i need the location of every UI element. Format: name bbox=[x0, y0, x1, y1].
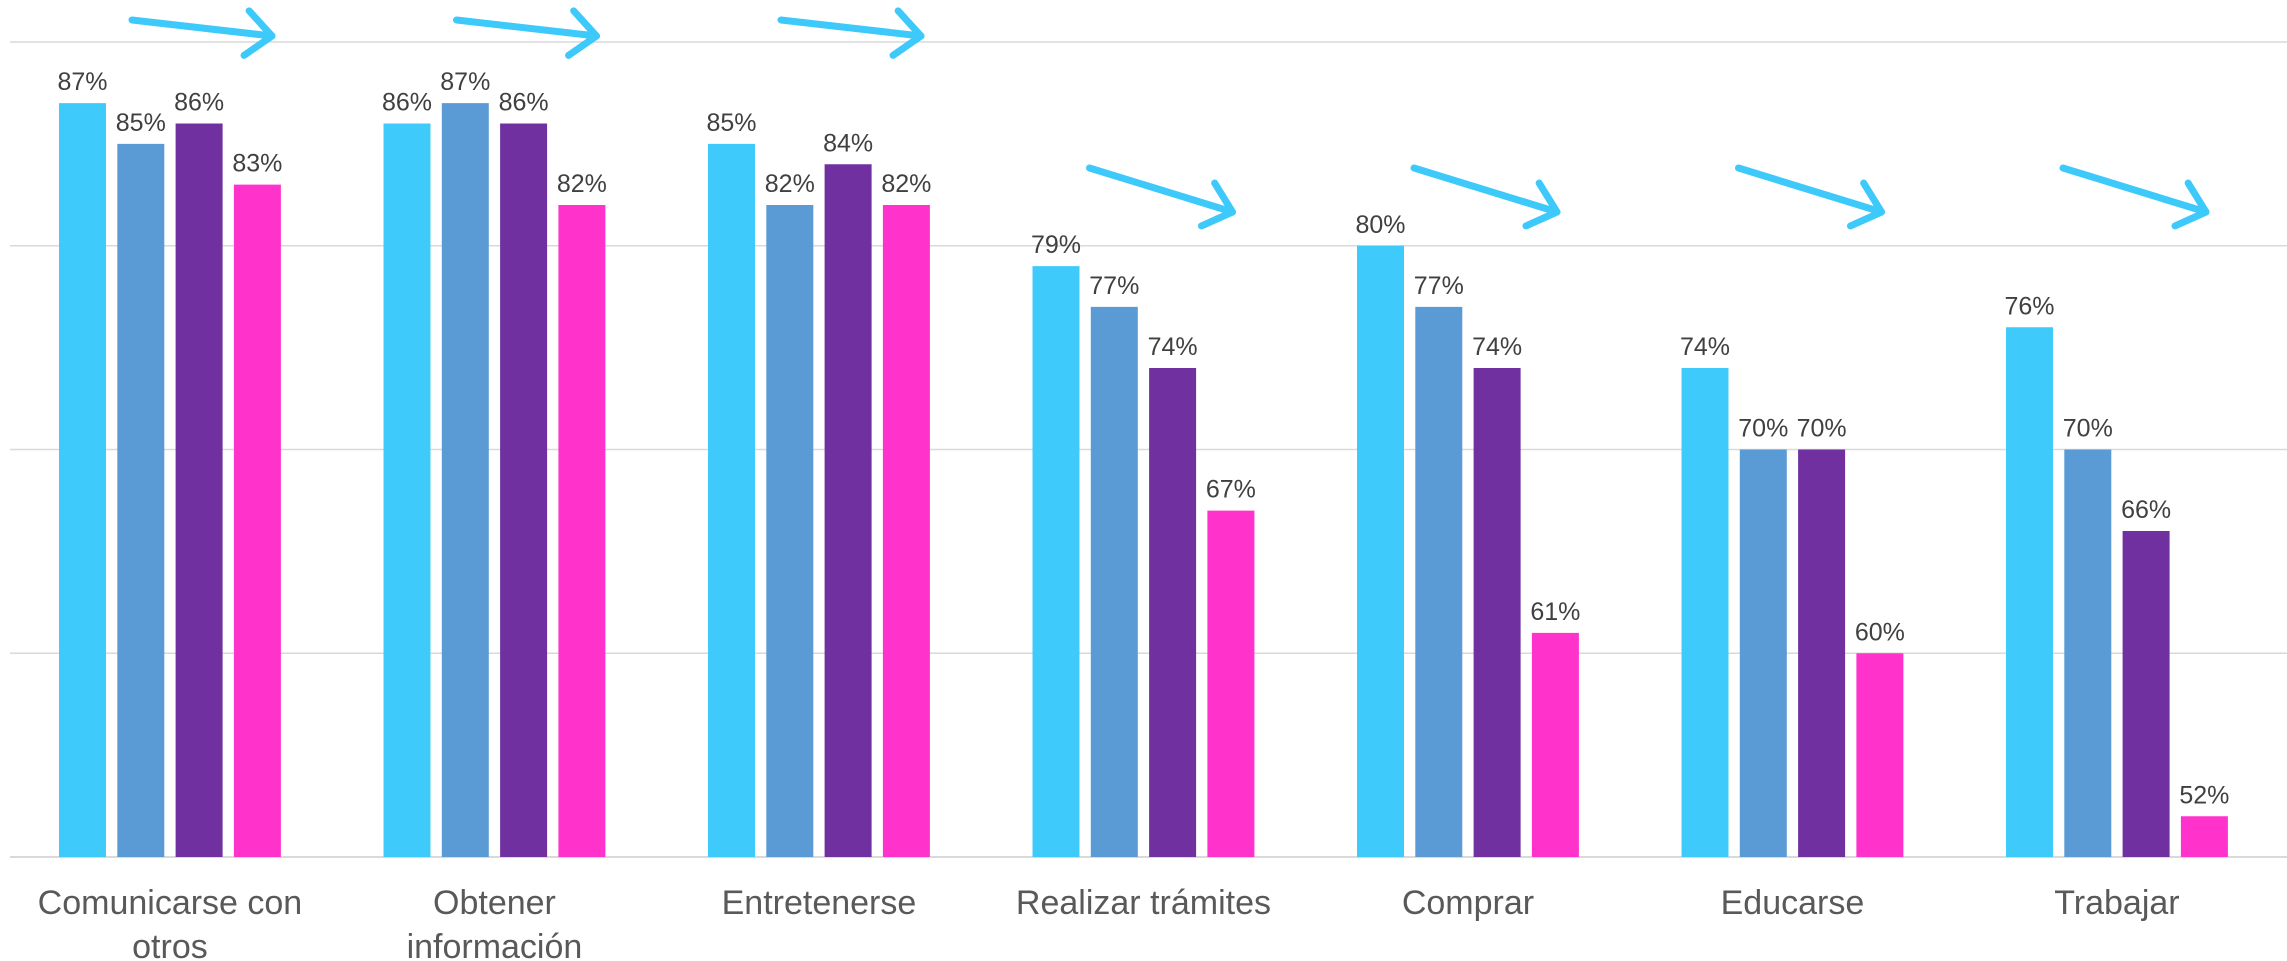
trend-arrow-head bbox=[889, 7, 925, 59]
data-label: 82% bbox=[881, 170, 931, 198]
category-label: Trabajar bbox=[2054, 884, 2179, 922]
bar bbox=[1856, 653, 1904, 857]
data-label: 79% bbox=[1031, 231, 1081, 259]
bar bbox=[2064, 449, 2112, 857]
data-label: 70% bbox=[1738, 415, 1788, 443]
trend-arrow-head bbox=[2171, 179, 2210, 230]
data-label: 60% bbox=[1855, 618, 1905, 646]
bar bbox=[175, 123, 223, 857]
bar bbox=[1149, 368, 1197, 857]
data-label: 77% bbox=[1414, 272, 1464, 300]
data-label: 82% bbox=[765, 170, 815, 198]
data-label: 74% bbox=[1680, 333, 1730, 361]
data-label: 67% bbox=[1206, 476, 1256, 504]
data-label: 83% bbox=[232, 150, 282, 178]
bar bbox=[1473, 368, 1521, 857]
bar bbox=[1207, 510, 1255, 857]
bar bbox=[1415, 306, 1463, 857]
bar bbox=[59, 103, 106, 857]
data-label: 82% bbox=[557, 170, 607, 198]
data-label: 61% bbox=[1530, 598, 1580, 626]
category-label: Obtener información bbox=[407, 884, 583, 961]
bar bbox=[2180, 816, 2228, 857]
bar bbox=[233, 184, 281, 857]
bar bbox=[2006, 327, 2053, 857]
bar bbox=[1798, 449, 1846, 857]
bar bbox=[558, 205, 606, 857]
bars bbox=[59, 103, 2228, 857]
trend-arrow-head bbox=[240, 7, 276, 59]
bar bbox=[383, 123, 431, 857]
bar bbox=[1739, 449, 1787, 857]
data-label: 86% bbox=[499, 89, 549, 117]
data-label: 74% bbox=[1472, 333, 1522, 361]
bar bbox=[1681, 368, 1729, 857]
bar bbox=[1090, 306, 1138, 857]
bar bbox=[1032, 266, 1080, 857]
trend-arrow-line bbox=[777, 16, 925, 40]
data-label: 86% bbox=[174, 89, 224, 117]
category-labels: Comunicarse con otros Obtener información En… bbox=[38, 884, 2180, 961]
data-label: 70% bbox=[1797, 415, 1847, 443]
trend-arrow-line bbox=[128, 16, 276, 40]
bar bbox=[441, 103, 489, 857]
gridlines bbox=[10, 41, 2287, 858]
bar bbox=[766, 205, 814, 857]
data-label: 77% bbox=[1089, 272, 1139, 300]
trend-arrow-line bbox=[2059, 164, 2210, 216]
trend-arrow-line bbox=[453, 16, 600, 40]
bar bbox=[1357, 245, 1404, 857]
data-label: 85% bbox=[116, 109, 166, 137]
category-label: Comprar bbox=[1402, 884, 1534, 922]
category-label: Educarse bbox=[1721, 884, 1865, 922]
trend-arrow-head bbox=[565, 7, 600, 59]
trend-arrow-line bbox=[1735, 164, 1885, 216]
trend-arrow-line bbox=[1410, 164, 1561, 216]
data-label: 70% bbox=[2063, 415, 2113, 443]
trend-arrow-line bbox=[1086, 164, 1236, 216]
category-label: Entretenerse bbox=[722, 884, 917, 922]
data-label: 74% bbox=[1148, 333, 1198, 361]
data-label: 84% bbox=[823, 129, 873, 157]
category-label: Realizar trámites bbox=[1016, 884, 1271, 922]
category-label: Comunicarse con otros bbox=[38, 884, 303, 961]
trend-arrow-head bbox=[1197, 179, 1236, 230]
value-labels: 87% 86% 85% 79% 80% 74% 76% 85% 87% 82% 77% 77% 70% 7… bbox=[57, 68, 2229, 809]
data-label: 87% bbox=[440, 68, 490, 96]
bar bbox=[708, 143, 755, 857]
trend-arrow-head bbox=[1522, 179, 1561, 230]
bar bbox=[500, 123, 548, 857]
data-label: 76% bbox=[2004, 292, 2054, 320]
bar bbox=[882, 205, 930, 857]
trend-arrow-head bbox=[1846, 179, 1885, 230]
bar bbox=[2122, 531, 2170, 857]
data-label: 52% bbox=[2179, 781, 2229, 809]
bar bbox=[824, 164, 872, 857]
data-label: 66% bbox=[2121, 496, 2171, 524]
bar bbox=[1531, 632, 1579, 857]
data-label: 85% bbox=[706, 109, 756, 137]
trend-arrows bbox=[128, 7, 2210, 230]
bar bbox=[117, 143, 165, 857]
data-label: 86% bbox=[382, 89, 432, 117]
data-label: 80% bbox=[1355, 211, 1405, 239]
data-label: 87% bbox=[57, 68, 107, 96]
